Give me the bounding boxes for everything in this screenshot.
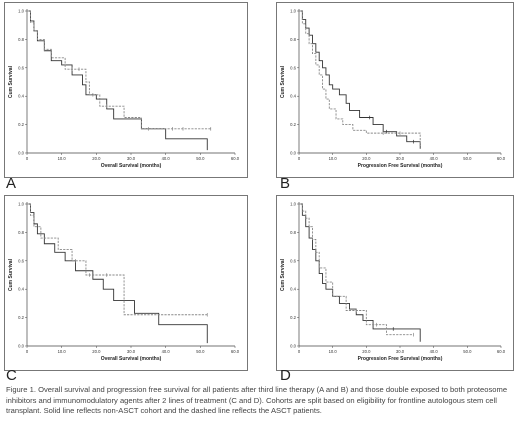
y-tick-label: 0.4: [290, 287, 296, 292]
x-tick-label: 60.0: [497, 349, 506, 354]
x-tick-label: 30.0: [396, 156, 405, 161]
x-tick-label: 60.0: [497, 156, 506, 161]
chart-svg-d: 0.0 0.2 0.4 0.6 0.8 1.0 0 10.0 20.0 30.0 40.0 50.0 6…: [280, 202, 506, 363]
y-tick-label: 0.6: [18, 65, 24, 70]
asct-survival-curve: [299, 10, 421, 146]
asct-survival-curve: [27, 203, 208, 316]
y-tick-label: 1.0: [18, 202, 24, 207]
x-tick-label: 50.0: [463, 349, 472, 354]
asct-survival-curve: [27, 10, 211, 130]
x-tick-label: 30.0: [127, 156, 136, 161]
y-tick-label: 0.0: [18, 151, 24, 156]
non-asct-survival-curve: [299, 203, 421, 342]
x-tick-label: 30.0: [396, 349, 405, 354]
x-tick-label: 0: [26, 156, 29, 161]
y-axis-label: Cum Survival: [8, 65, 14, 98]
y-tick-label: 0.2: [18, 315, 24, 320]
x-axis-label: Progression Free Survival (months): [358, 163, 443, 169]
chart-svg-a: 0.0 0.2 0.4 0.6 0.8 1.0 0 10.0 20.0 30.0 40.0 50.0 6…: [8, 9, 240, 170]
x-tick-label: 10.0: [58, 156, 67, 161]
y-tick-label: 0.6: [18, 258, 24, 263]
asct-survival-curve: [299, 203, 414, 336]
y-tick-label: 0.4: [18, 94, 24, 99]
panel-letter-d: D: [280, 367, 291, 384]
x-tick-label: 0: [298, 349, 301, 354]
x-tick-label: 20.0: [362, 349, 371, 354]
y-tick-label: 0.4: [290, 94, 296, 99]
y-tick-label: 1.0: [290, 9, 296, 14]
x-tick-label: 50.0: [463, 156, 472, 161]
x-axis-label: Progression Free Survival (months): [358, 356, 443, 362]
non-asct-survival-curve: [27, 203, 208, 344]
x-tick-label: 0: [298, 156, 301, 161]
x-tick-label: 20.0: [362, 156, 371, 161]
chart-svg-c: 0.0 0.2 0.4 0.6 0.8 1.0 0 10.0 20.0 30.0 40.0 50.0 6…: [8, 202, 240, 363]
y-tick-label: 1.0: [290, 202, 296, 207]
non-asct-survival-curve: [299, 10, 421, 149]
y-axis-label: Cum Survival: [8, 258, 14, 291]
x-tick-label: 50.0: [196, 156, 205, 161]
y-tick-label: 0.2: [290, 315, 296, 320]
x-tick-label: 60.0: [231, 156, 240, 161]
y-axis-label: Cum Survival: [280, 258, 286, 291]
y-tick-label: 0.0: [18, 344, 24, 349]
y-tick-label: 0.8: [18, 37, 24, 42]
x-tick-label: 10.0: [329, 156, 338, 161]
y-tick-label: 0.0: [290, 151, 296, 156]
x-axis-label: Overall Survival (months): [101, 163, 162, 169]
x-axis-label: Overall Survival (months): [101, 356, 162, 362]
y-tick-label: 0.6: [290, 65, 296, 70]
y-tick-label: 1.0: [18, 9, 24, 14]
x-tick-label: 50.0: [196, 349, 205, 354]
y-tick-label: 0.4: [18, 287, 24, 292]
x-tick-label: 40.0: [430, 349, 439, 354]
panel-letter-c: C: [6, 367, 17, 384]
x-tick-label: 40.0: [162, 349, 171, 354]
y-tick-label: 0.0: [290, 344, 296, 349]
x-tick-label: 20.0: [92, 156, 101, 161]
progression-free-survival-chart-b: 0.0 0.2 0.4 0.6 0.8 1.0 0 10.0 20.0 30.0 40.0 50.0 6…: [276, 2, 514, 178]
panel-letter-b: B: [280, 175, 291, 192]
y-tick-label: 0.2: [290, 122, 296, 127]
x-tick-label: 40.0: [430, 156, 439, 161]
x-tick-label: 0: [26, 349, 29, 354]
y-axis-label: Cum Survival: [280, 65, 286, 98]
panel-letter-a: A: [6, 175, 17, 192]
x-tick-label: 30.0: [127, 349, 136, 354]
y-tick-label: 0.2: [18, 122, 24, 127]
x-tick-label: 10.0: [58, 349, 67, 354]
y-tick-label: 0.8: [290, 230, 296, 235]
x-tick-label: 10.0: [329, 349, 338, 354]
x-tick-label: 60.0: [231, 349, 240, 354]
y-tick-label: 0.6: [290, 258, 296, 263]
x-tick-label: 20.0: [92, 349, 101, 354]
chart-svg-b: 0.0 0.2 0.4 0.6 0.8 1.0 0 10.0 20.0 30.0 40.0 50.0 6…: [280, 9, 506, 170]
non-asct-survival-curve: [27, 10, 208, 151]
y-tick-label: 0.8: [290, 37, 296, 42]
y-tick-label: 0.8: [18, 230, 24, 235]
overall-survival-chart-a: 0.0 0.2 0.4 0.6 0.8 1.0 0 10.0 20.0 30.0 40.0 50.0 6…: [4, 2, 248, 178]
overall-survival-chart-c: 0.0 0.2 0.4 0.6 0.8 1.0 0 10.0 20.0 30.0 40.0 50.0 6…: [4, 195, 248, 371]
progression-free-survival-chart-d: 0.0 0.2 0.4 0.6 0.8 1.0 0 10.0 20.0 30.0 40.0 50.0 6…: [276, 195, 514, 371]
figure-caption: Figure 1. Overall survival and progressi…: [6, 385, 508, 416]
x-tick-label: 40.0: [162, 156, 171, 161]
